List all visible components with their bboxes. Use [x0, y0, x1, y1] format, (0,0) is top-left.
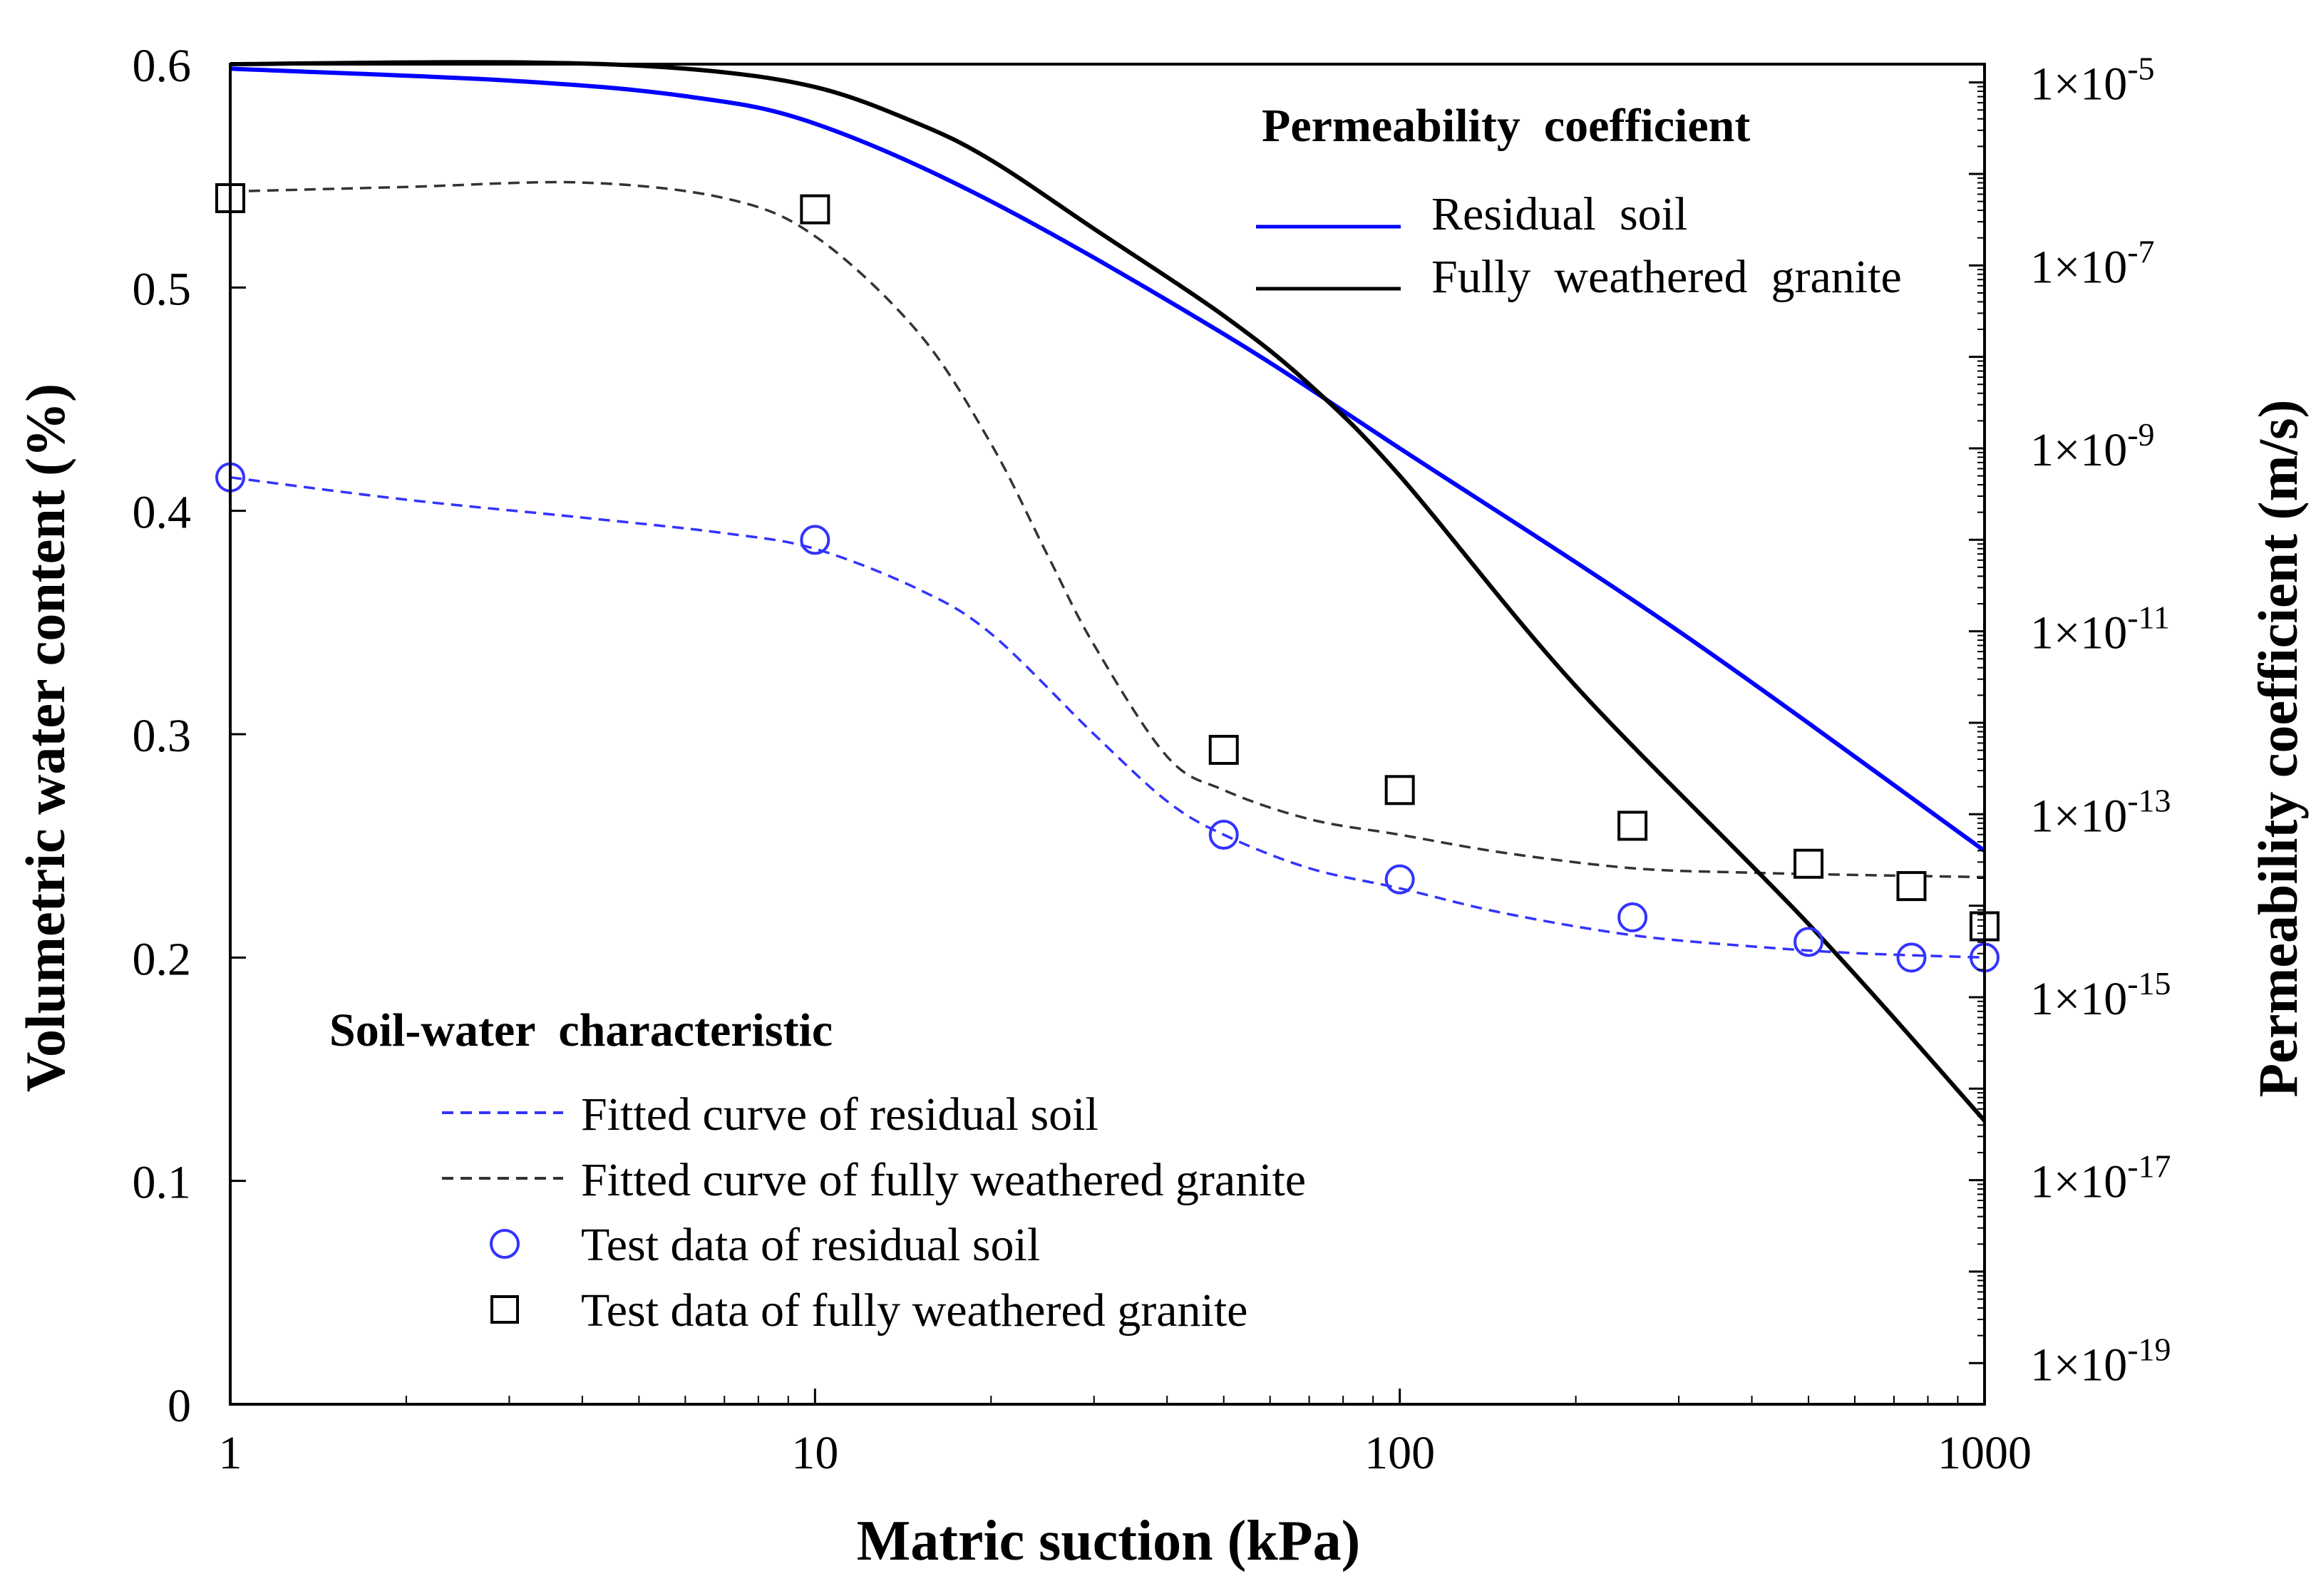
data-point-test-data-of-residual-soil	[1617, 902, 1648, 932]
data-point-test-data-of-fully-weathered-granite	[1896, 871, 1927, 902]
x-tick-label: 1000	[1937, 1427, 2032, 1479]
data-point-test-data-of-residual-soil	[1896, 942, 1927, 973]
y2-tick-base: 1×10	[2030, 607, 2127, 659]
series-layer	[215, 60, 2000, 1123]
y-tick-label: 0.3	[133, 710, 192, 762]
legend-label-fully-weathered-granite: Fully weathered granite	[1431, 251, 1902, 303]
series-line-fitted-curve-of-residual-soil	[230, 475, 1985, 959]
y2-tick-label: 1×10-9	[2030, 416, 2155, 476]
y2-tick-base: 1×10	[2030, 241, 2127, 293]
legend-label-fitted-residual: Fitted curve of residual soil	[581, 1088, 1098, 1141]
y2-tick-base: 1×10	[2030, 973, 2127, 1025]
y-tick-label: 0.2	[133, 933, 192, 985]
y2-tick-label: 1×10-13	[2030, 782, 2171, 842]
y2-tick-exponent: -7	[2127, 233, 2154, 269]
legend-label-residual-soil: Residual soil	[1431, 188, 1687, 240]
y-axis-label: Volumetric water content (%)	[14, 383, 76, 1092]
y2-tick-label: 1×10-7	[2030, 233, 2155, 293]
y2-tick-exponent: -9	[2127, 416, 2154, 453]
y2-tick-base: 1×10	[2030, 1339, 2127, 1391]
data-point-test-data-of-residual-soil	[800, 525, 830, 555]
x-tick-label: 10	[791, 1427, 838, 1479]
data-point-test-data-of-residual-soil	[1794, 927, 1824, 957]
y2-tick-exponent: -13	[2127, 782, 2171, 818]
series-line-fully-weathered-granite	[230, 60, 1987, 1123]
data-point-test-data-of-fully-weathered-granite	[800, 194, 830, 225]
y2-tick-exponent: -19	[2127, 1331, 2171, 1367]
y2-tick-label: 1×10-19	[2030, 1331, 2171, 1391]
x-tick-label: 1	[219, 1427, 242, 1479]
legend-swcc-title: Soil-water characteristic	[329, 1004, 833, 1056]
y2-tick-label: 1×10-17	[2030, 1148, 2171, 1208]
y-tick-label: 0.5	[133, 263, 192, 315]
data-point-test-data-of-fully-weathered-granite	[1208, 734, 1239, 765]
data-point-test-data-of-residual-soil	[1208, 820, 1239, 850]
series-line-residual-soil	[230, 66, 1986, 853]
y2-tick-label: 1×10-5	[2030, 51, 2155, 110]
y2-tick-base: 1×10	[2030, 58, 2127, 110]
y2-tick-base: 1×10	[2030, 790, 2127, 842]
y-tick-label: 0.4	[133, 487, 192, 539]
y2-tick-exponent: -17	[2127, 1148, 2171, 1185]
legend-swcc: Soil-water characteristic Fitted curve o…	[329, 1004, 1306, 1337]
data-point-test-data-of-fully-weathered-granite	[1617, 810, 1648, 841]
y2-tick-label: 1×10-11	[2030, 599, 2170, 659]
y-tick-label: 0.1	[133, 1157, 192, 1209]
y-tick-label: 0.6	[133, 40, 192, 92]
data-point-test-data-of-fully-weathered-granite	[1794, 848, 1824, 879]
y2-tick-exponent: -11	[2127, 599, 2170, 636]
series-line-fitted-curve-of-fully-weathered-granite	[230, 180, 1985, 879]
legend-permeability-title: Permeability coefficient	[1262, 100, 1750, 152]
y2-axis-label: Permeability coefficient (m/s)	[2247, 400, 2309, 1098]
legend-label-test-residual: Test data of residual soil	[581, 1219, 1040, 1271]
data-point-test-data-of-residual-soil	[1384, 864, 1415, 895]
legend-permeability: Permeability coefficient Residual soil F…	[1256, 100, 1902, 303]
y2-tick-exponent: -15	[2127, 965, 2171, 1002]
legend-marker-test-residual	[490, 1229, 520, 1259]
y2-tick-label: 1×10-15	[2030, 965, 2171, 1025]
legend-label-fitted-granite: Fitted curve of fully weathered granite	[581, 1154, 1306, 1206]
y-tick-label: 0	[168, 1380, 191, 1432]
legend-marker-test-granite	[490, 1295, 519, 1324]
x-axis-label: Matric suction (kPa)	[857, 1510, 1361, 1572]
legend-label-test-granite: Test data of fully weathered granite	[581, 1284, 1247, 1337]
y2-tick-base: 1×10	[2030, 1156, 2127, 1208]
x-tick-label: 100	[1364, 1427, 1435, 1479]
y2-tick-base: 1×10	[2030, 424, 2127, 476]
y2-tick-exponent: -5	[2127, 51, 2154, 87]
data-point-test-data-of-fully-weathered-granite	[1384, 775, 1415, 805]
